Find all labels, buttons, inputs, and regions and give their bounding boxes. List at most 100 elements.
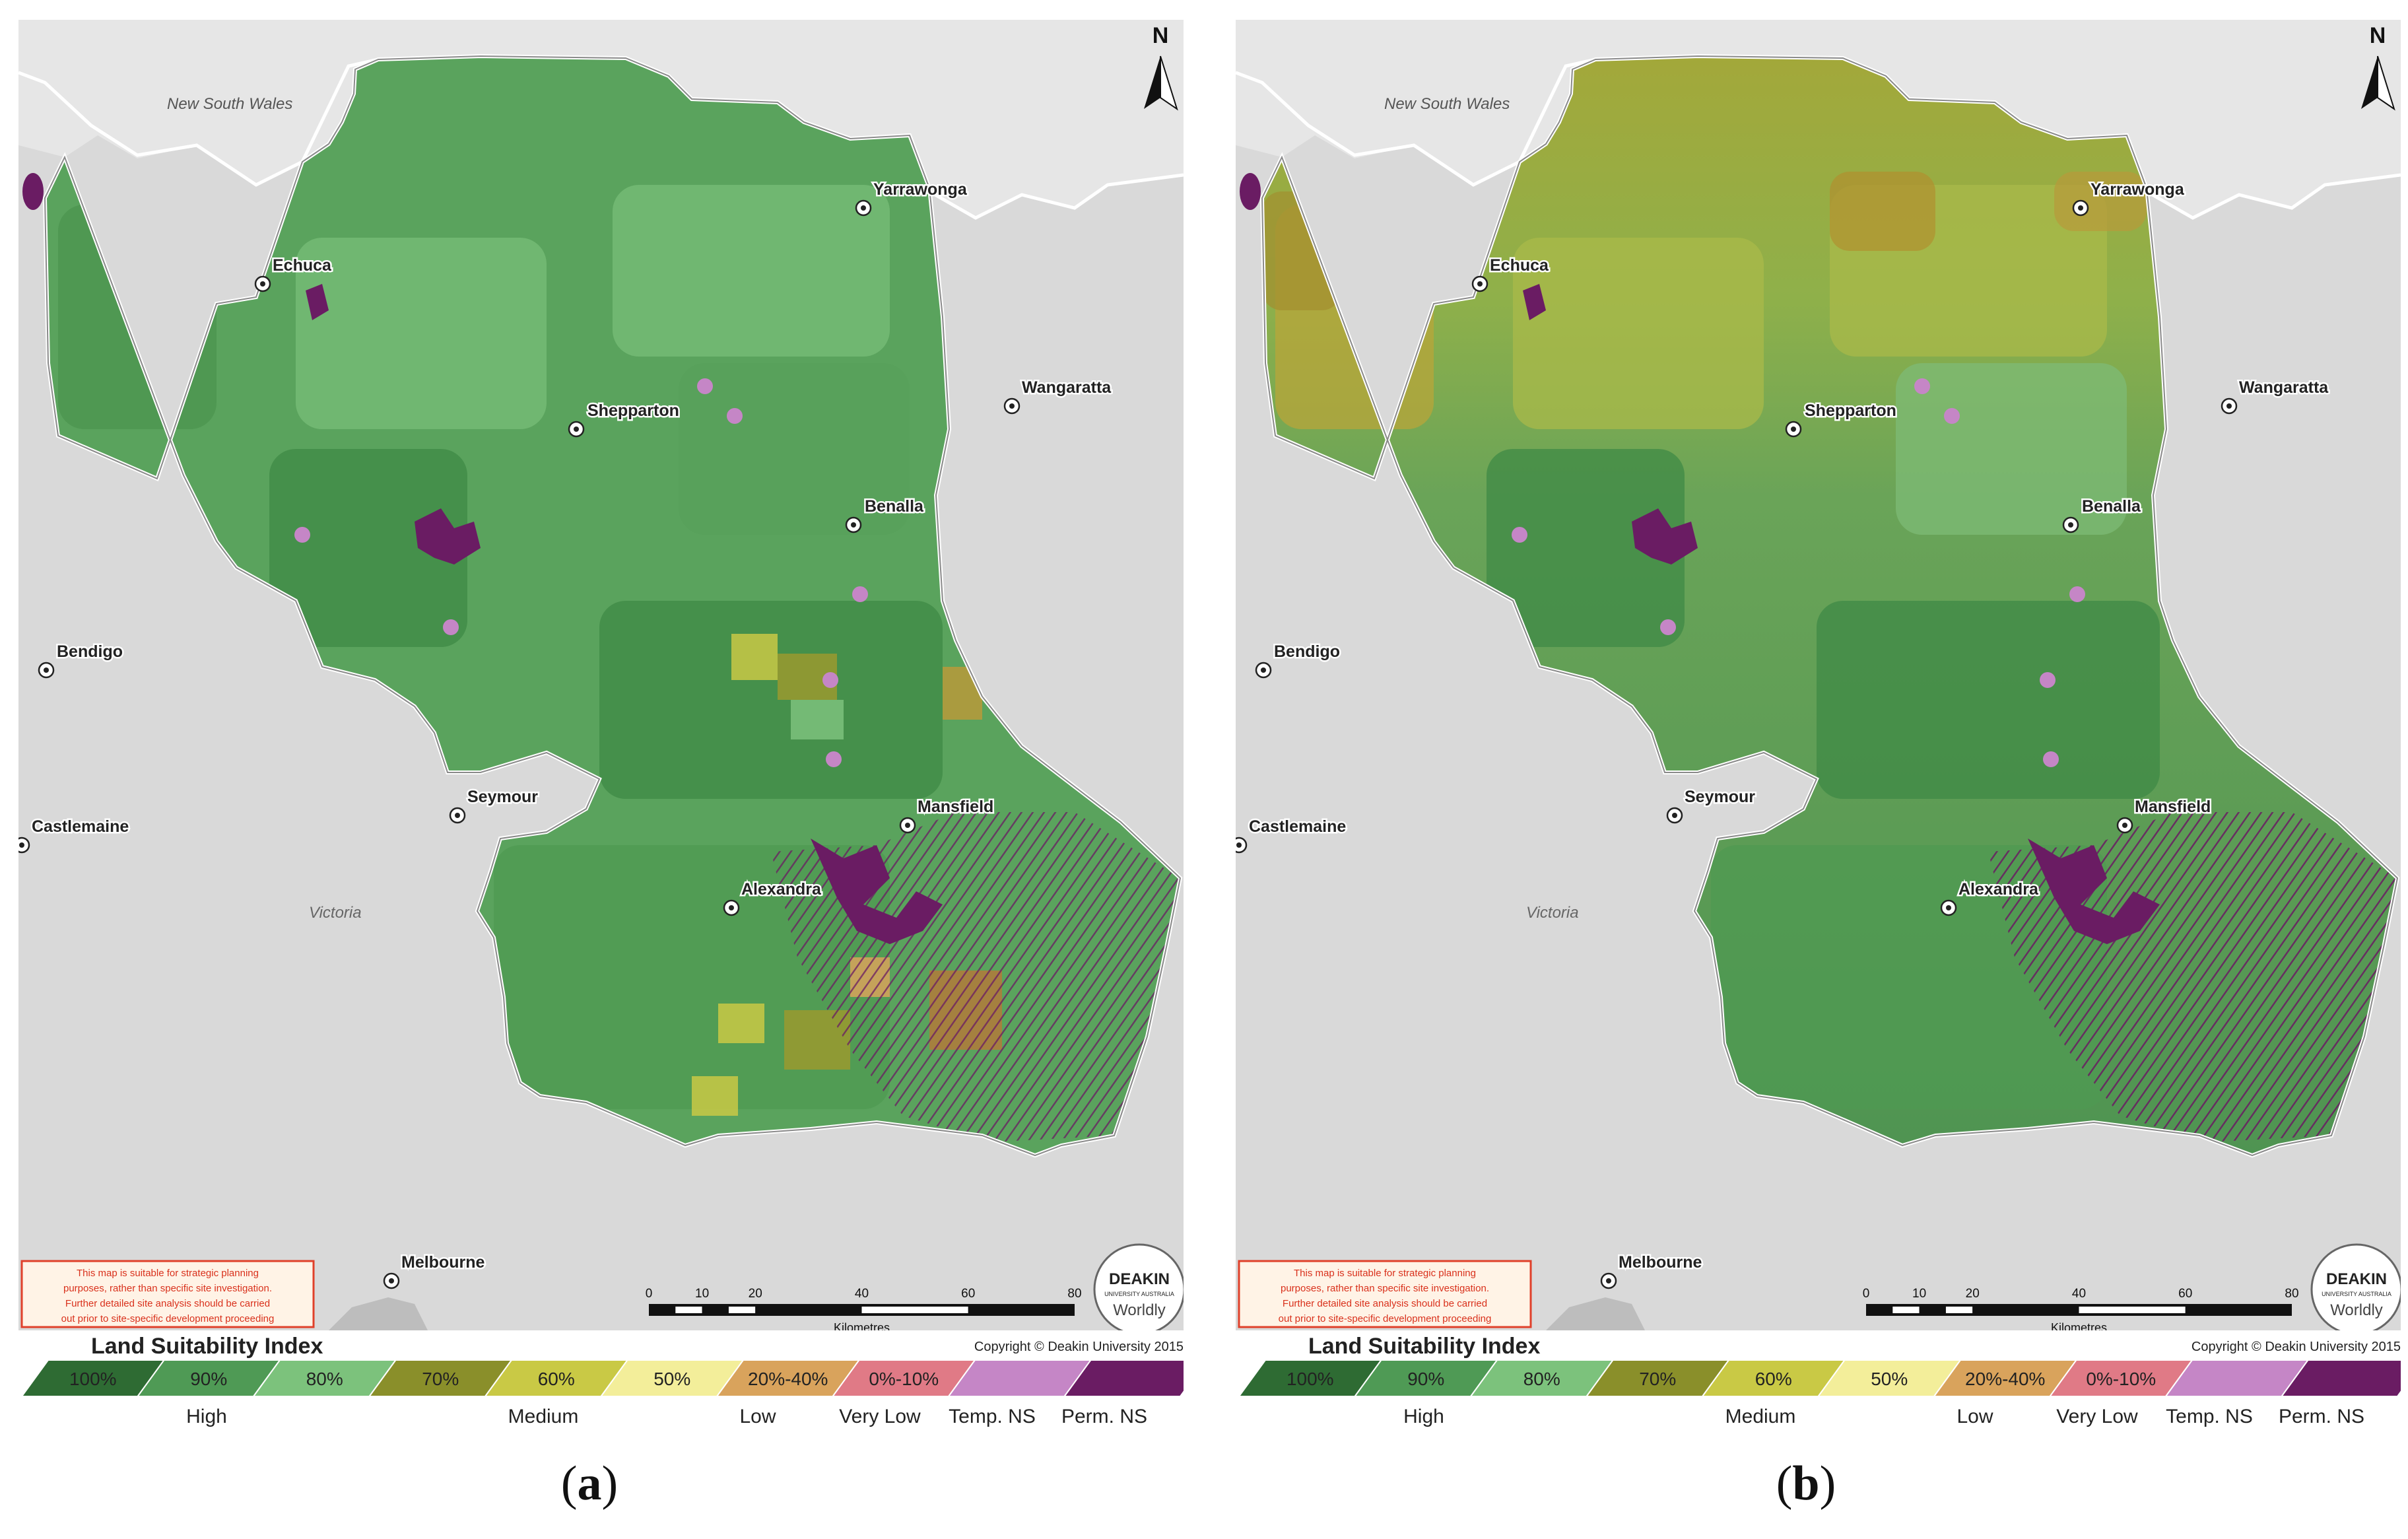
town-label: Bendigo (1274, 642, 1340, 661)
disclaimer-box: This map is suitable for strategic plann… (1238, 1260, 1532, 1328)
legend-class-label: 50% (1871, 1369, 1908, 1389)
legend-class-label: 90% (1407, 1369, 1444, 1389)
town-castlemaine: Castlemaine (1236, 816, 1348, 854)
town-label: Melbourne (1619, 1253, 1702, 1272)
temp-ns-spot (2069, 586, 2085, 602)
legend-class-label: 20%-40% (1965, 1369, 2045, 1389)
disclaimer-line: Further detailed site analysis should be… (1283, 1298, 1487, 1309)
perm-ns-area (1523, 284, 1546, 320)
state-border (1236, 57, 2401, 220)
scale-tick-label: 40 (855, 1287, 869, 1301)
bay-water (329, 1297, 428, 1330)
scale-tick-label: 60 (961, 1287, 975, 1301)
town-bendigo: Bendigo (38, 641, 125, 679)
copyright: Copyright © Deakin University 2015 (2191, 1340, 2401, 1354)
temp-ns-spot (822, 672, 838, 688)
legend-group-label: Low (1956, 1406, 1993, 1427)
town-label: Echuca (1490, 256, 1549, 275)
town-benalla: Benalla (845, 496, 926, 533)
perm-ns-area (1632, 508, 1698, 564)
logo-sub: UNIVERSITY AUSTRALIA (2322, 1291, 2391, 1297)
logo-name: DEAKIN (1109, 1270, 1170, 1288)
temp-ns-spot (1944, 408, 1960, 424)
town-label: Shepparton (587, 401, 679, 420)
town-wangaratta: Wangaratta (1003, 377, 1114, 415)
town-melbourne: Melbourne (1600, 1252, 1704, 1289)
scale-tick-label: 80 (2285, 1287, 2298, 1301)
scale-tick-label: 10 (1912, 1287, 1926, 1301)
town-yarrawonga: Yarrawonga (855, 179, 969, 217)
logo-tag: Worldly (1113, 1301, 1166, 1319)
town-label: Wangaratta (2239, 378, 2329, 397)
north-arrow-icon: N (2361, 23, 2395, 111)
legend-group-label: Temp. NS (2166, 1406, 2253, 1427)
suitability-region (1262, 56, 2397, 1155)
legend-group-label: Very Low (839, 1406, 921, 1427)
town-label: Alexandra (741, 880, 822, 899)
perm-ns-area (1240, 173, 1261, 210)
legend-class-label: 0%-10% (2086, 1369, 2156, 1389)
legend-title: Land Suitability Index (1308, 1334, 1540, 1359)
map-panel-a: New South Wales Victoria Yarrawonga Echuca W… (18, 20, 1184, 1427)
legend-class-label: 50% (653, 1369, 690, 1389)
town-label: Mansfield (918, 798, 993, 816)
state-label-victoria: Victoria (1526, 904, 1579, 922)
scale-tick-label: 20 (1966, 1287, 1980, 1301)
town-label: Seymour (1685, 788, 1755, 806)
temp-ns-spot (697, 378, 713, 394)
legend-group-label: Low (739, 1406, 776, 1427)
disclaimer-line: Further detailed site analysis should be… (65, 1298, 270, 1309)
temp-ns-spot (1914, 378, 1930, 394)
disclaimer-line: This map is suitable for strategic plann… (77, 1268, 259, 1279)
temp-ns-spot (2043, 751, 2059, 767)
texture-patch (1513, 238, 1764, 429)
texture-patch (613, 185, 890, 357)
legend-group-label: High (186, 1406, 227, 1427)
legend-class-label: 70% (422, 1369, 459, 1389)
disclaimer-line: This map is suitable for strategic plann… (1294, 1268, 1476, 1279)
town-label: Seymour (467, 788, 538, 806)
lake-eildon (2028, 838, 2160, 944)
map-svg: New South Wales Victoria Yarrawonga Echuca W… (1236, 20, 2401, 1360)
legend-group-label: High (1403, 1406, 1444, 1427)
lake-eildon (811, 838, 943, 944)
map-svg: New South Wales Victoria Yarrawonga Echuca W… (18, 20, 1184, 1360)
medium-suitability-block (692, 1076, 738, 1116)
town-label: Yarrawonga (873, 180, 968, 199)
town-label: Castlemaine (32, 817, 129, 836)
temp-ns-spot (443, 619, 459, 635)
legend: 100% 90% 80% 70% 60% 50% 20%-40% 0%-10% High Medi… (20, 1360, 1184, 1427)
scale-tick-label: 80 (1067, 1287, 1081, 1301)
logo-sub: UNIVERSITY AUSTRALIA (1104, 1291, 1174, 1297)
legend-swatch (1063, 1360, 1184, 1397)
logo-name: DEAKIN (2326, 1270, 2387, 1288)
state-label-nsw: New South Wales (167, 95, 292, 113)
town-echuca: Echuca (254, 255, 334, 292)
state-border (18, 57, 1184, 220)
suitability-region (45, 56, 1180, 1155)
legend-group-label: Perm. NS (1061, 1406, 1147, 1427)
texture-patch (269, 449, 467, 647)
scale-tick-label: 40 (2072, 1287, 2086, 1301)
disclaimer-line: out prior to site-specific development p… (61, 1313, 275, 1324)
scale-tick-label: 10 (695, 1287, 709, 1301)
texture-patch (1487, 449, 1685, 647)
deakin-logo: DEAKIN UNIVERSITY AUSTRALIA Worldly (1093, 1243, 1184, 1336)
texture-patch (1896, 363, 2127, 535)
disclaimer-line: purposes, rather than specific site inve… (1281, 1283, 1489, 1294)
texture-patch (1817, 601, 2160, 799)
legend-class-label: 60% (1755, 1369, 1792, 1389)
figure-label-b: (b) (1776, 1456, 1836, 1511)
legend-class-label: 60% (538, 1369, 575, 1389)
medium-suitability-block (718, 1004, 764, 1043)
temp-ns-spot (1660, 619, 1676, 635)
legend-class-label: 70% (1639, 1369, 1676, 1389)
nsw-area (18, 20, 1184, 218)
town-label: Benalla (865, 497, 924, 516)
legend-class-label: 90% (190, 1369, 227, 1389)
region-outline-inner (1261, 55, 2399, 1157)
disclaimer-box: This map is suitable for strategic plann… (20, 1260, 315, 1328)
legend-class-label: 80% (1523, 1369, 1560, 1389)
